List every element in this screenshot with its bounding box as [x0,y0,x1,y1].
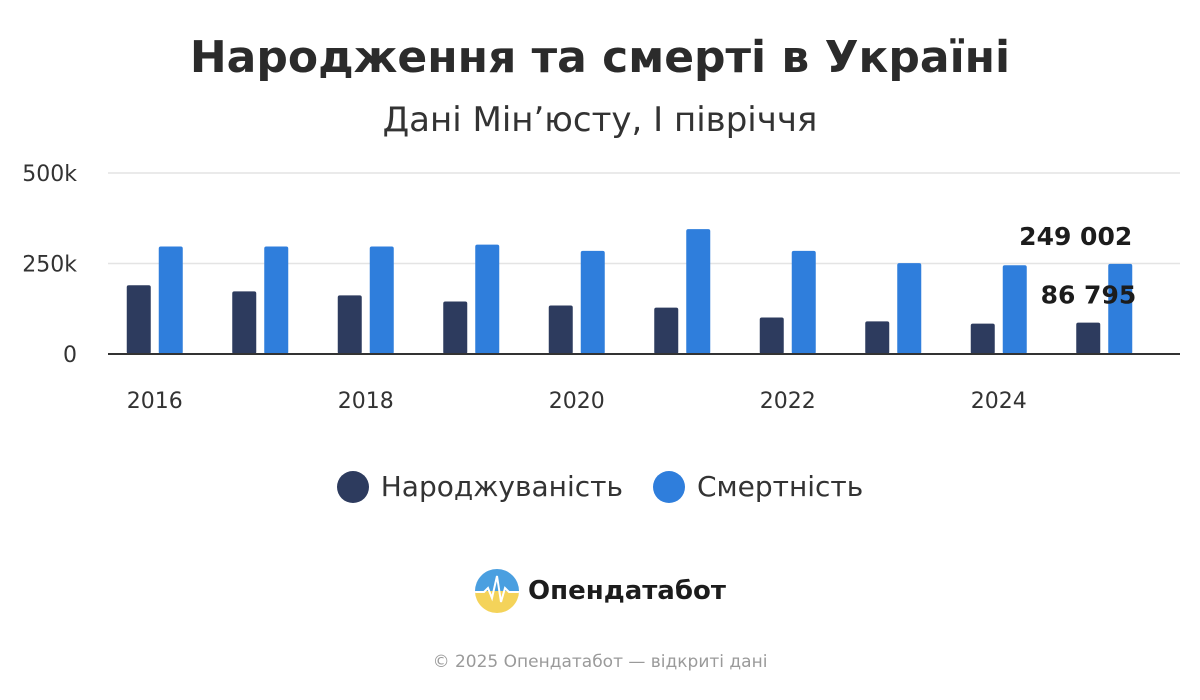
bar-deaths [1002,265,1027,354]
bar-deaths [475,244,500,354]
chart-legend: Народжуваність Смертність [0,470,1200,503]
bar-deaths [158,246,183,354]
bar-births [1076,322,1101,354]
bar-deaths [897,263,922,354]
bar-births [759,317,784,354]
bar-deaths [369,246,394,354]
bar-deaths [580,250,605,354]
bar-births [654,307,679,354]
brand-name: Опендатабот [528,576,726,606]
bar-deaths [264,246,289,354]
legend-item-deaths[interactable]: Смертність [652,470,864,503]
x-tick-label: 2018 [338,389,394,414]
x-tick-label: 2022 [760,389,816,414]
chart-subtitle: Дані Мін’юсту, І півріччя [382,100,818,140]
opendatabot-logo-icon [475,569,520,613]
bar-chart: 0 250k 500k 2016 2018 2020 2022 2024 249 002 86 7… [22,162,1180,414]
legend-swatch-births [336,470,369,503]
chart-title: Народження та смерті в Україні [189,32,1011,83]
brand[interactable]: Опендатабот [0,568,1200,614]
bar-deaths [686,229,711,354]
bar-births [548,305,573,354]
bar-births [337,295,362,354]
bar-births [443,301,468,354]
copyright: © 2025 Опендатабот — відкриті дані [432,652,768,672]
bar-births [126,285,151,354]
y-tick-label: 250k [22,253,77,278]
data-label: 249 002 [1019,222,1132,251]
legend-label-deaths: Смертність [696,470,864,503]
bar-births [232,291,257,354]
x-tick-label: 2024 [971,389,1027,414]
x-tick-label: 2020 [549,389,605,414]
legend-item-births[interactable]: Народжуваність [336,470,623,503]
bar-deaths [1108,263,1133,354]
legend-label-births: Народжуваність [380,470,623,503]
y-tick-label: 500k [22,162,77,187]
legend-swatch-deaths [652,470,685,503]
y-tick-label: 0 [63,343,77,368]
x-tick-label: 2016 [127,389,183,414]
data-label: 86 795 [1041,281,1137,310]
bar-deaths [791,250,816,354]
bar-births [970,323,995,354]
bar-births [865,321,890,354]
